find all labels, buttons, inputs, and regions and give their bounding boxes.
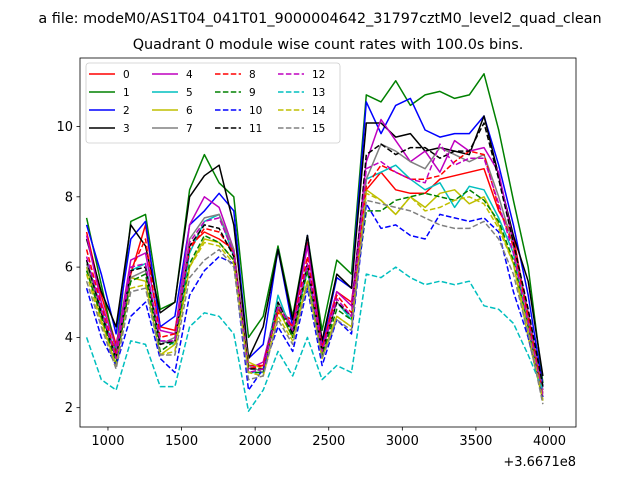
x-tick-label: 1000 — [91, 434, 124, 449]
legend-label-4: 4 — [186, 69, 193, 81]
legend-label-5: 5 — [186, 87, 193, 99]
series-layer — [85, 73, 544, 412]
legend-label-12: 12 — [312, 69, 325, 81]
legend-label-1: 1 — [123, 87, 130, 99]
legend-label-11: 11 — [249, 123, 262, 135]
y-tick-label: 8 — [65, 190, 73, 205]
x-offset-label: +3.6671e8 — [503, 455, 576, 470]
y-tick-label: 6 — [65, 261, 73, 276]
legend-label-0: 0 — [123, 69, 130, 81]
legend-label-8: 8 — [249, 69, 256, 81]
legend-box — [85, 62, 341, 144]
legend-label-9: 9 — [249, 87, 256, 99]
x-tick-label: 3000 — [386, 434, 419, 449]
y-tick-label: 10 — [56, 120, 73, 135]
x-tick-label: 2000 — [239, 434, 272, 449]
y-tick-label: 2 — [65, 401, 73, 416]
legend-label-13: 13 — [312, 87, 325, 99]
series-line-15 — [85, 199, 544, 405]
series-line-11 — [85, 122, 544, 387]
legend-label-15: 15 — [312, 123, 325, 135]
series-line-9 — [85, 189, 544, 401]
legend-label-7: 7 — [186, 123, 193, 135]
series-line-3 — [85, 115, 544, 377]
series-line-12 — [85, 143, 544, 398]
legend-label-3: 3 — [123, 123, 130, 135]
series-line-8 — [85, 150, 544, 398]
legend-label-6: 6 — [186, 105, 193, 117]
y-tick-label: 4 — [65, 331, 73, 346]
legend-label-14: 14 — [312, 105, 326, 117]
series-line-10 — [85, 203, 544, 398]
series-line-4 — [85, 118, 544, 391]
plot-frame — [79, 57, 577, 428]
x-tick-label: 3500 — [459, 434, 492, 449]
legend-label-2: 2 — [123, 105, 130, 117]
axes-layer: 1000 1500 2000 2500 3000 3500 4000 2 4 6 8 10 — [56, 120, 566, 449]
figure-suptitle: a file: modeM0/AS1T04_041T01_9000004642_… — [38, 11, 601, 27]
series-line-13 — [85, 266, 544, 412]
chart-title: Quadrant 0 module wise count rates with … — [133, 37, 524, 53]
x-tick-label: 1500 — [165, 434, 198, 449]
legend-label-10: 10 — [249, 105, 262, 117]
x-tick-label: 2500 — [312, 434, 345, 449]
x-tick-label: 4000 — [533, 434, 566, 449]
